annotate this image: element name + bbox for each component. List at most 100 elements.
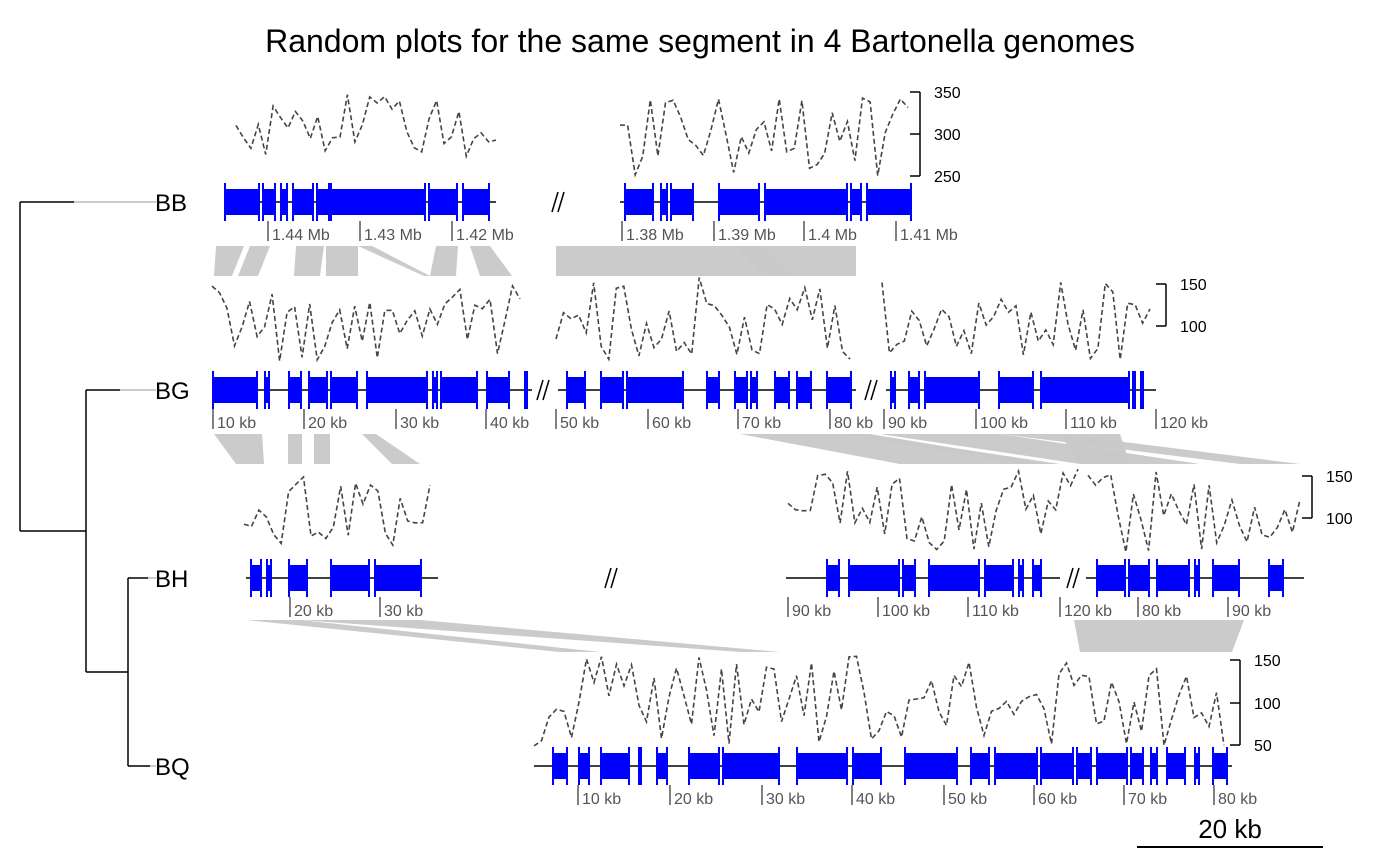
tick-label: 50 kb [948,791,987,808]
synteny-link [246,620,600,652]
synteny-link [358,246,430,276]
gene [1130,753,1144,779]
gene [796,377,812,403]
gene [316,189,330,215]
genes [212,183,1284,785]
gene [440,377,478,403]
gene [262,189,276,215]
gene [1040,753,1074,779]
gene [1194,753,1200,779]
plot-axis-label: 100 [1326,511,1353,528]
plot-axis-label: 150 [1180,277,1207,294]
break-mark [610,567,618,589]
synteny-link [362,434,420,464]
gene [774,377,790,403]
tick-label: 70 kb [1128,791,1167,808]
scale-bar-label: 20 kb [1198,814,1262,844]
gene [750,377,758,403]
gene [552,753,568,779]
gene [1096,753,1128,779]
tick-label: 50 kb [560,415,599,432]
tick-label: 90 kb [888,415,927,432]
tick-label: 40 kb [490,415,529,432]
gene [890,377,896,403]
synteny-links [214,246,1300,652]
gene [428,189,458,215]
break-mark [557,191,565,213]
gene [1156,565,1190,591]
gene [1128,565,1150,591]
tick-label: 110 kb [1070,415,1117,432]
gene [1076,753,1092,779]
gene [984,565,1014,591]
gene [1194,565,1200,591]
gene [826,565,840,591]
gene [330,565,370,591]
plot-axis-label: 250 [934,169,961,186]
gene [852,753,882,779]
tick-label: 90 kb [792,603,831,620]
random-plot-line [1087,471,1301,553]
plot-axis-label: 100 [1180,319,1207,336]
genome-label-bg: BG [155,378,190,405]
synteny-link [556,246,740,276]
synteny-link [1074,620,1244,652]
gene [660,189,668,215]
gene [626,377,684,403]
tick-label: 120 kb [1064,603,1112,620]
gene [330,189,426,215]
gene [1166,753,1186,779]
break-mark [536,379,544,401]
synteny-link [304,246,324,276]
gene [292,189,314,215]
gene [366,377,428,403]
tick-label: 80 kb [1218,791,1257,808]
synteny-link [734,246,780,276]
figure-title: Random plots for the same segment in 4 B… [265,23,1135,59]
break-mark [1072,567,1080,589]
tick-label: 90 kb [1232,603,1271,620]
tick-label: 20 kb [308,415,347,432]
gene [212,377,258,403]
plot-axis-label: 350 [934,85,961,102]
gene [848,565,900,591]
gene [308,377,328,403]
synteny-link [314,434,330,464]
plot-axes: 350 300 250 150 100 150 100 150 100 50 [910,85,1353,755]
gene [462,189,490,215]
break-mark [870,379,878,401]
gene [250,565,262,591]
gene [706,377,720,403]
synteny-link [238,246,270,276]
gene [288,377,302,403]
break-mark [542,379,550,401]
synteny-link [326,246,358,276]
random-plot-line [619,96,909,178]
tick-label: 30 kb [400,415,439,432]
genome-labels: BB BG BH BQ [155,190,190,781]
gene [330,377,358,403]
gene [928,565,980,591]
tick-label: 1.44 Mb [272,227,330,244]
tick-label: 30 kb [766,791,805,808]
random-plot-line [555,277,851,362]
plot-axis-label: 150 [1254,653,1281,670]
gene [224,189,260,215]
random-plot-line [533,655,1225,747]
random-plots [211,94,1301,747]
gene [998,377,1034,403]
tick-label: 80 kb [834,415,873,432]
genome-backbones [212,191,1304,767]
tick-label: 20 kb [674,791,713,808]
random-plot-line [243,475,431,548]
tick-label: 1.43 Mb [364,227,422,244]
tick-marks: 1.44 Mb 1.43 Mb 1.42 Mb 1.38 Mb 1.39 Mb 1.4 M… [212,221,1271,808]
gene [826,377,852,403]
synteny-link [288,434,302,464]
gene [566,377,586,403]
gene [994,753,1038,779]
tick-label: 10 kb [582,791,621,808]
gene [764,189,848,215]
plot-axis-label: 150 [1326,469,1353,486]
